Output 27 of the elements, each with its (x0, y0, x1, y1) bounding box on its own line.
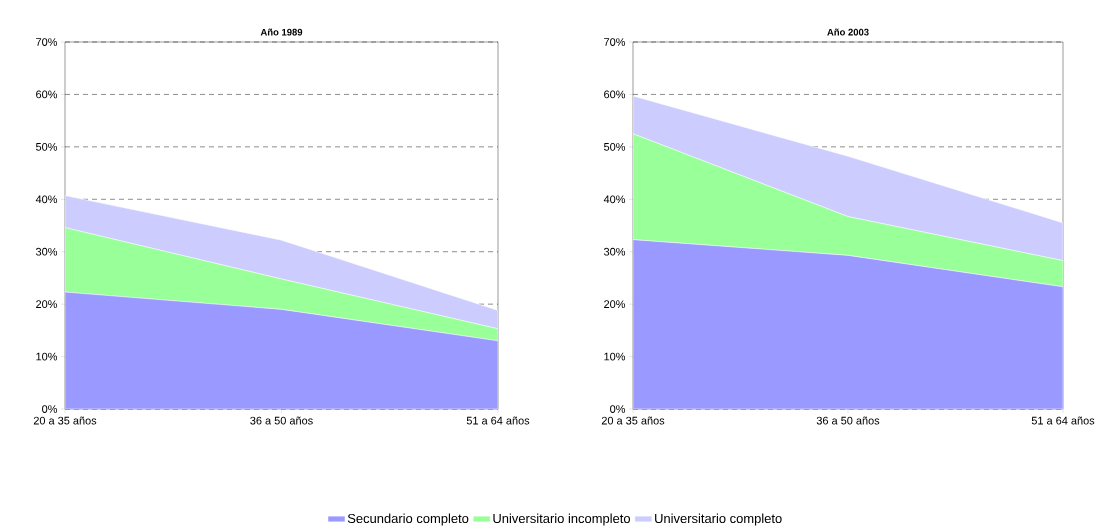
x-tick-label: 51 a 64 años (466, 416, 530, 425)
y-tick-label: 30% (35, 247, 58, 256)
x-tick-label: 51 a 64 años (1031, 416, 1095, 425)
y-tick-label: 10% (604, 352, 626, 361)
y-tick-label: 70% (604, 38, 626, 46)
legend-label: Universitario incompleto (493, 513, 631, 526)
y-tick-label: 60% (604, 90, 626, 99)
y-tick-label: 70% (36, 38, 58, 46)
y-tick-label: 30% (603, 247, 626, 256)
chart-title: Año 2003 (827, 28, 869, 36)
y-tick-label: 40% (35, 195, 58, 204)
x-tick-label: 36 a 50 años (250, 416, 313, 425)
x-tick-label: 20 a 35 años (601, 416, 665, 425)
y-tick-label: 50% (603, 142, 626, 151)
legend-label: Secundario completo (347, 513, 469, 526)
y-tick-label: 50% (35, 142, 58, 151)
x-tick-label: 20 a 35 años (33, 416, 97, 425)
y-tick-label: 40% (603, 195, 626, 204)
y-tick-label: 20% (36, 300, 58, 309)
y-tick-label: 0% (610, 405, 626, 413)
chart-title: Año 1989 (260, 28, 303, 36)
y-tick-label: 20% (604, 300, 626, 309)
legend-label: Universitario completo (655, 513, 782, 526)
y-tick-label: 60% (36, 90, 58, 99)
y-tick-label: 10% (36, 352, 58, 361)
y-tick-label: 0% (42, 405, 58, 413)
x-tick-label: 36 a 50 años (816, 416, 880, 425)
